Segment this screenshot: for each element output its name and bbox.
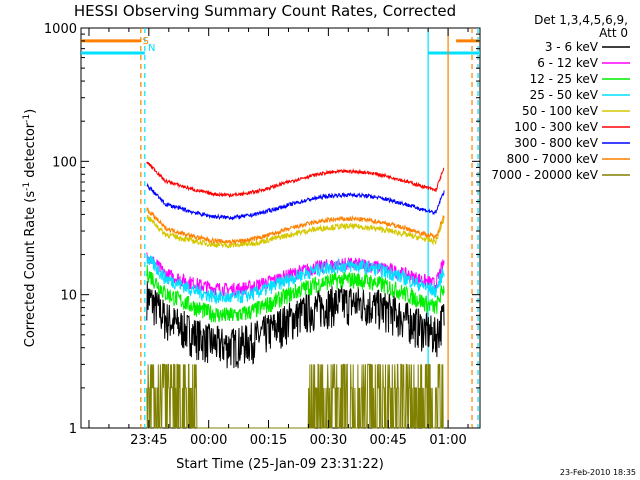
y-axis: 1 10 100 1000 <box>44 22 480 437</box>
chart-title: HESSI Observing Summary Count Rates, Cor… <box>74 2 456 20</box>
marker-letter-s: S <box>142 36 148 47</box>
time-markers <box>140 28 479 428</box>
legend-header-line1: Det 1,3,4,5,6,9, <box>534 13 628 27</box>
x-tick-label: 00:15 <box>250 433 287 448</box>
y-axis-label: Corrected Count Rate (s-1 detector-1) <box>22 109 38 347</box>
x-tick-label: 00:30 <box>310 433 347 448</box>
legend-label: 3 - 6 keV <box>545 40 599 54</box>
y-tick-label: 100 <box>52 155 77 170</box>
series-line <box>146 255 445 304</box>
series-line <box>146 182 445 221</box>
legend-label: 800 - 7000 keV <box>507 152 599 166</box>
series-line <box>146 214 445 249</box>
x-axis-label: Start Time (25-Jan-09 23:31:22) <box>176 457 384 472</box>
series-lines <box>146 161 445 429</box>
y-tick-label: 1000 <box>44 22 77 37</box>
x-axis: 23:45 00:00 00:15 00:30 00:45 01:00 <box>88 28 469 448</box>
marker-letter-n: N <box>148 43 155 54</box>
y-tick-label: 10 <box>60 289 77 304</box>
legend-label: 25 - 50 keV <box>530 88 599 102</box>
legend-label: 6 - 12 keV <box>537 56 599 70</box>
series-line <box>146 161 445 199</box>
series-line <box>146 281 445 369</box>
x-tick-label: 01:00 <box>429 433 466 448</box>
x-tick-label: 23:45 <box>130 433 167 448</box>
x-tick-label: 00:45 <box>369 433 406 448</box>
legend-label: 12 - 25 keV <box>530 72 599 86</box>
series-line <box>146 363 445 429</box>
legend-label: 7000 - 20000 keV <box>491 168 598 182</box>
footer-date: 23-Feb-2010 18:35 <box>560 468 636 477</box>
x-tick-label: 00:00 <box>190 433 227 448</box>
legend: Det 1,3,4,5,6,9, Att 0 3 - 6 keV 6 - 12 k… <box>491 13 630 182</box>
series-line <box>146 207 445 246</box>
series-line <box>146 264 445 323</box>
y-tick-label: 1 <box>69 422 77 437</box>
legend-label: 50 - 100 keV <box>522 104 599 118</box>
legend-label: 100 - 300 keV <box>514 120 598 134</box>
legend-header-line2: Att 0 <box>599 26 628 40</box>
marker-letters: SN <box>142 36 155 54</box>
legend-label: 300 - 800 keV <box>514 136 598 150</box>
